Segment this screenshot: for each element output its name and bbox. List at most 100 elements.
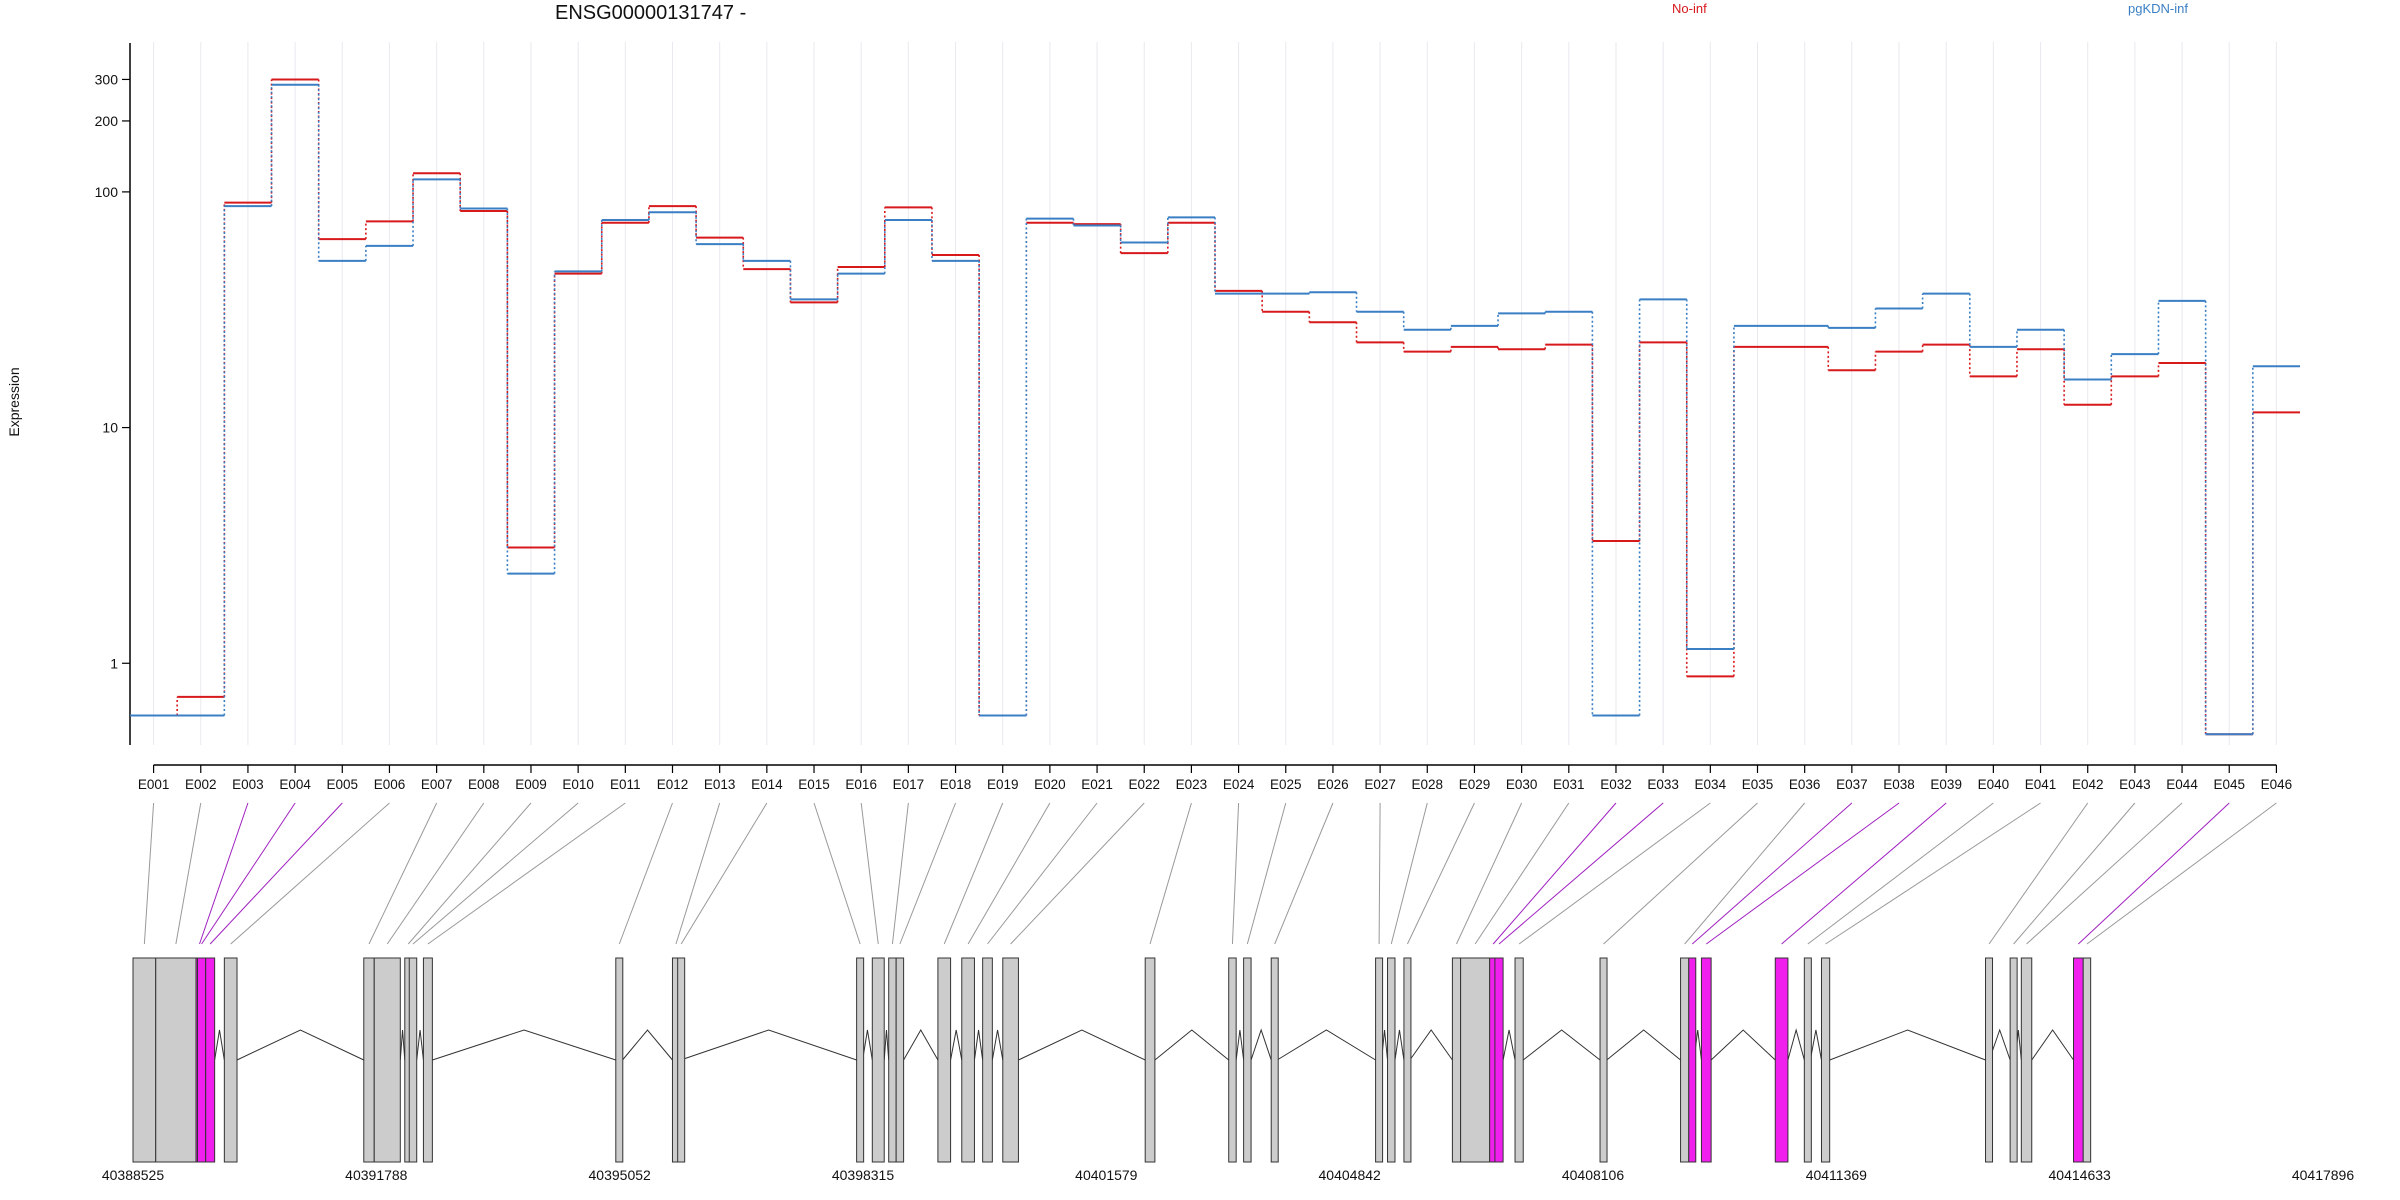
- exon-connector-E024: [1231, 802, 1240, 945]
- intron-12: [622, 1029, 673, 1061]
- x-tick-label-E003: E003: [232, 777, 264, 792]
- intron-5: [214, 1029, 225, 1061]
- exon-box-E041: [1820, 957, 1831, 1163]
- connector-layer: [143, 802, 2277, 945]
- axes-layer: 1 10 100 200 300: [95, 43, 2278, 773]
- exon-connector-E007: [368, 802, 438, 945]
- genomic-coord-label-40408106: 40408106: [1562, 1167, 1625, 1183]
- intron-39: [1787, 1028, 1805, 1061]
- series-layer: [130, 78, 2300, 736]
- genomic-coord-label-40404842: 40404842: [1319, 1167, 1382, 1183]
- exon-box-E026: [1270, 957, 1279, 1163]
- exon-box-E017: [888, 957, 897, 1163]
- exon-connector-E041: [1825, 802, 2041, 945]
- exon-box-E016: [871, 957, 885, 1163]
- gene-model: [132, 957, 2092, 1163]
- exon-box-E037: [1688, 957, 1697, 1163]
- exon-box-E008: [373, 957, 401, 1163]
- exon-connector-E046: [2086, 802, 2277, 945]
- genomic-coord-label-40401579: 40401579: [1075, 1167, 1138, 1183]
- x-tick-label-E039: E039: [1930, 777, 1962, 792]
- intron-29: [1409, 1029, 1453, 1061]
- exon-box-E031: [1460, 957, 1491, 1163]
- exon-connector-E028: [1390, 802, 1428, 945]
- exon-box-E007: [363, 957, 375, 1163]
- exon-box-E030: [1451, 957, 1462, 1163]
- exon-connector-E036: [1684, 802, 1806, 945]
- x-tick-label-E036: E036: [1789, 777, 1821, 792]
- intron-10: [416, 1029, 424, 1061]
- x-tick-label-E009: E009: [515, 777, 547, 792]
- exon-connector-E039: [1781, 802, 1947, 945]
- exon-box-E006: [223, 957, 238, 1163]
- exon-connector-E031: [1474, 802, 1570, 945]
- exon-box-E033: [1494, 957, 1504, 1163]
- grid-layer: [153, 42, 2277, 745]
- exon-connector-E014: [680, 802, 768, 945]
- exon-box-E014: [677, 957, 686, 1163]
- exon-connector-E035: [1603, 802, 1758, 945]
- x-tick-label-E012: E012: [657, 777, 689, 792]
- exon-connector-E006: [230, 802, 390, 945]
- exon-connector-E030: [1456, 802, 1523, 945]
- exon-box-E045: [2073, 957, 2084, 1163]
- intron-35: [1606, 1029, 1681, 1061]
- x-tick-label-E006: E006: [374, 777, 406, 792]
- intron-41: [1829, 1029, 1986, 1061]
- exon-connector-E027: [1378, 802, 1381, 945]
- intron-22: [1018, 1029, 1146, 1061]
- x-tick-label-E046: E046: [2261, 777, 2293, 792]
- intron-20: [973, 1029, 984, 1061]
- exon-box-E040: [1803, 957, 1812, 1163]
- exon-box-E022: [1002, 957, 1019, 1163]
- exon-connector-E017: [891, 802, 909, 945]
- exon-box-E046: [2082, 957, 2092, 1163]
- exon-connector-E025: [1246, 802, 1287, 945]
- x-tick-label-E011: E011: [610, 777, 641, 792]
- exon-box-E028: [1387, 957, 1396, 1163]
- exon-connector-E040: [1807, 802, 1994, 945]
- exon-connector-E011: [427, 802, 626, 945]
- intron-18: [903, 1028, 939, 1061]
- x-tick-label-E016: E016: [845, 777, 877, 792]
- exon-box-E025: [1243, 957, 1252, 1163]
- x-tick-label-E004: E004: [279, 777, 311, 792]
- y-tick-label-200: 200: [95, 113, 119, 129]
- intron-44: [2031, 1029, 2074, 1061]
- x-tick-label-E017: E017: [893, 777, 925, 792]
- exon-connector-E008: [386, 802, 485, 945]
- intron-19: [950, 1029, 963, 1061]
- exon-connector-E009: [407, 802, 532, 945]
- intron-15: [862, 1029, 873, 1061]
- exon-box-E034: [1514, 957, 1524, 1163]
- x-tick-label-E005: E005: [327, 777, 359, 792]
- exon-connector-E004: [201, 802, 296, 945]
- exon-box-E002: [155, 957, 197, 1163]
- exon-connector-E029: [1406, 802, 1475, 945]
- exon-connector-E015: [813, 802, 861, 945]
- exon-connector-E032: [1492, 802, 1617, 945]
- x-tick-label-E030: E030: [1506, 777, 1538, 792]
- x-tick-label-E019: E019: [987, 777, 1019, 792]
- exon-box-E024: [1228, 957, 1237, 1163]
- x-tick-label-E014: E014: [751, 777, 783, 792]
- x-tick-label-E013: E013: [704, 777, 736, 792]
- exon-connector-E013: [675, 802, 721, 945]
- exon-connector-E002: [175, 802, 202, 945]
- intron-28: [1394, 1029, 1405, 1061]
- x-tick-label-E020: E020: [1034, 777, 1066, 792]
- exon-connector-E033: [1498, 802, 1664, 945]
- x-tick-label-E045: E045: [2213, 777, 2245, 792]
- exon-connector-E042: [1988, 802, 2089, 945]
- exon-box-E005: [205, 957, 216, 1163]
- exon-box-E018: [895, 957, 905, 1163]
- exon-box-E023: [1144, 957, 1156, 1163]
- intron-14: [680, 1029, 857, 1061]
- legend-entry-pgkdn-inf: pgKDN-inf: [2128, 1, 2188, 16]
- exon-box-E043: [2009, 957, 2018, 1163]
- intron-26: [1276, 1029, 1376, 1061]
- exon-connector-E018: [899, 802, 957, 945]
- intron-6: [236, 1029, 364, 1061]
- x-tick-label-E021: E021: [1081, 777, 1113, 792]
